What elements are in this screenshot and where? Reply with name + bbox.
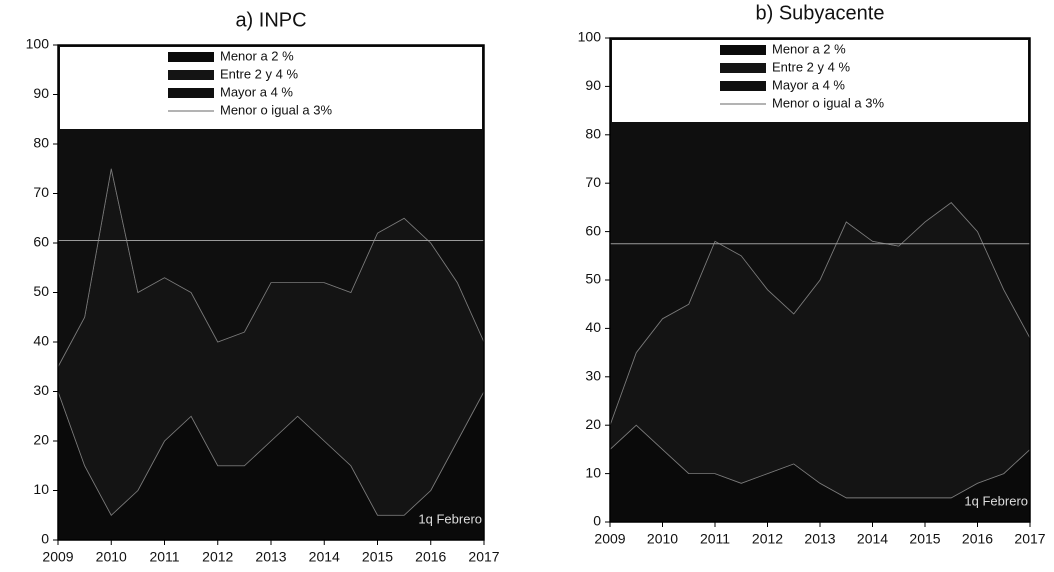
x-tick-label: 2009 <box>42 549 73 565</box>
x-tick-label: 2011 <box>700 531 730 547</box>
y-tick-label: 20 <box>585 416 601 432</box>
x-tick-label: 2012 <box>202 549 233 565</box>
x-tick-label: 2014 <box>857 531 888 547</box>
y-tick-label: 60 <box>585 222 601 238</box>
y-tick-label: 20 <box>33 432 49 448</box>
annotation: 1q Febrero <box>964 493 1028 508</box>
y-tick-label: 40 <box>33 333 49 349</box>
y-tick-label: 90 <box>585 77 601 93</box>
legend-label: Menor o igual a 3% <box>772 95 884 110</box>
x-tick-label: 2012 <box>752 531 783 547</box>
legend-swatch <box>168 70 214 80</box>
y-tick-label: 0 <box>593 513 601 529</box>
x-tick-label: 2015 <box>909 531 940 547</box>
y-tick-label: 0 <box>41 531 49 547</box>
y-tick-label: 70 <box>585 174 601 190</box>
x-tick-label: 2016 <box>415 549 446 565</box>
legend-swatch <box>168 52 214 62</box>
legend-label: Entre 2 y 4 % <box>220 66 298 81</box>
y-tick-label: 40 <box>585 319 601 335</box>
y-tick-label: 80 <box>585 126 601 142</box>
y-tick-label: 100 <box>26 36 50 52</box>
legend-swatch <box>720 81 766 91</box>
x-tick-label: 2016 <box>962 531 993 547</box>
y-tick-label: 30 <box>585 368 601 384</box>
legend-box <box>60 47 482 129</box>
legend-label: Mayor a 4 % <box>220 84 293 99</box>
legend-label: Mayor a 4 % <box>772 77 845 92</box>
legend-label: Menor a 2 % <box>772 41 846 56</box>
x-tick-label: 2017 <box>1014 531 1045 547</box>
x-tick-label: 2009 <box>594 531 625 547</box>
x-tick-label: 2014 <box>309 549 340 565</box>
y-tick-label: 80 <box>33 135 49 151</box>
x-tick-label: 2017 <box>468 549 499 565</box>
y-tick-label: 50 <box>585 271 601 287</box>
y-tick-label: 10 <box>585 464 601 480</box>
legend-swatch <box>720 63 766 73</box>
x-tick-label: 2011 <box>149 549 179 565</box>
legend-label: Menor o igual a 3% <box>220 102 332 117</box>
y-tick-label: 60 <box>33 234 49 250</box>
legend-swatch <box>720 45 766 55</box>
y-tick-label: 30 <box>33 382 49 398</box>
annotation: 1q Febrero <box>418 511 482 526</box>
x-tick-label: 2010 <box>647 531 678 547</box>
x-tick-label: 2015 <box>362 549 393 565</box>
y-tick-label: 70 <box>33 184 49 200</box>
x-tick-label: 2010 <box>96 549 127 565</box>
x-tick-label: 2013 <box>255 549 286 565</box>
y-tick-label: 100 <box>578 29 602 45</box>
x-tick-label: 2013 <box>804 531 835 547</box>
legend-swatch <box>168 88 214 98</box>
legend-label: Entre 2 y 4 % <box>772 59 850 74</box>
legend-label: Menor a 2 % <box>220 48 294 63</box>
y-tick-label: 50 <box>33 283 49 299</box>
legend-box <box>612 40 1028 122</box>
y-tick-label: 90 <box>33 85 49 101</box>
chart-title: a) INPC <box>235 9 306 31</box>
chart-title: b) Subyacente <box>756 2 885 24</box>
y-tick-label: 10 <box>33 481 49 497</box>
